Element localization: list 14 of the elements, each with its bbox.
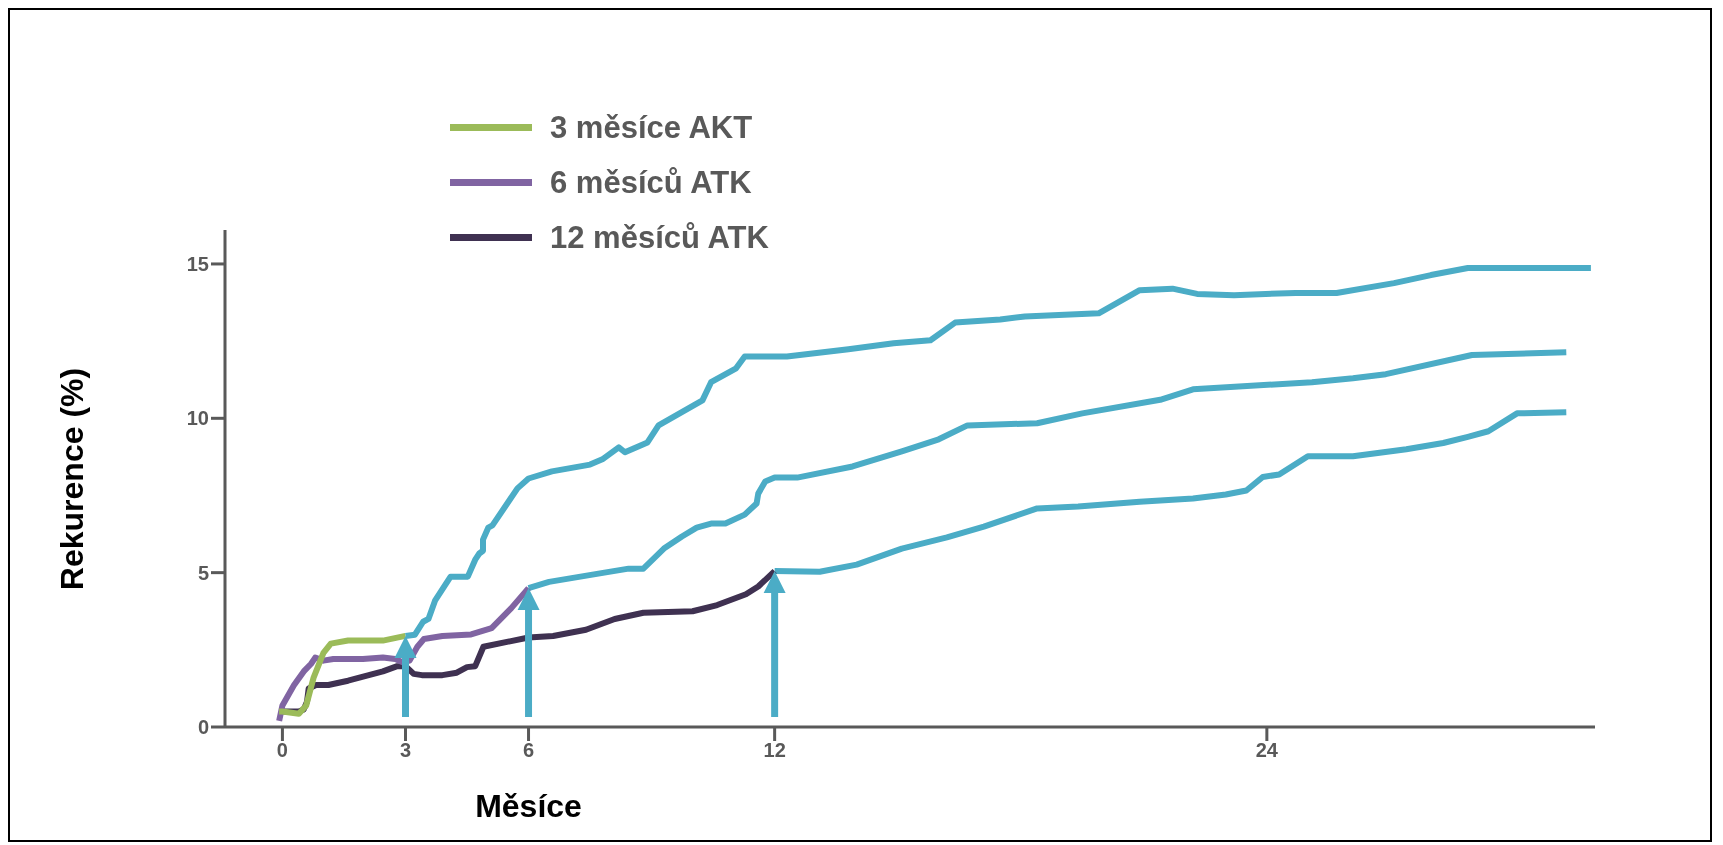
legend-label: 12 měsíců ATK <box>550 219 769 256</box>
x-axis-title: Měsíce <box>475 788 582 825</box>
y-tick-label: 10 <box>186 407 209 430</box>
y-tick-label: 5 <box>197 561 209 584</box>
x-tick-label: 3 <box>399 739 412 762</box>
y-tick-label: 0 <box>197 716 209 739</box>
y-axis-title: Rekurence (%) <box>53 367 91 590</box>
legend-label: 6 měsíců ATK <box>550 164 752 201</box>
legend-label: 3 měsíce AKT <box>550 109 753 146</box>
x-tick-label: 24 <box>1255 739 1279 762</box>
x-tick-label: 0 <box>276 739 288 762</box>
x-tick-label: 6 <box>522 739 535 762</box>
y-tick-label: 15 <box>186 253 209 276</box>
x-tick-label: 12 <box>763 739 786 762</box>
